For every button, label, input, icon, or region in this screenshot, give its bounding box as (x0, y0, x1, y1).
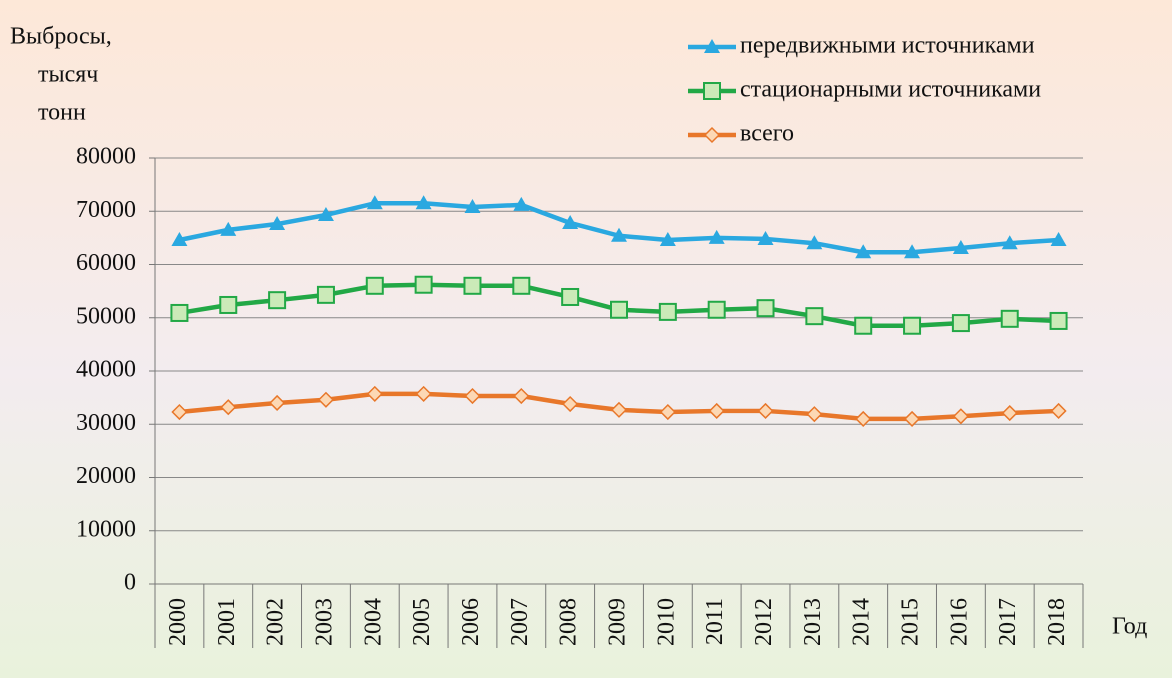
x-tick-label: 2016 (946, 598, 972, 646)
x-tick-label: 2015 (898, 598, 924, 646)
y-axis-label: тонн (38, 100, 86, 126)
y-tick-label: 0 (124, 570, 136, 596)
marker (903, 410, 921, 427)
marker (317, 391, 335, 408)
legend-label: стационарными источниками (740, 77, 1041, 103)
marker (707, 300, 726, 319)
marker (1000, 309, 1019, 328)
marker (703, 126, 721, 144)
x-tick-label: 2001 (214, 598, 240, 646)
marker (562, 214, 579, 229)
marker (561, 287, 580, 306)
marker (268, 291, 287, 310)
x-tick-label: 2012 (751, 598, 777, 646)
x-tick-label: 2008 (556, 598, 582, 646)
marker (904, 244, 921, 259)
marker (513, 387, 530, 405)
marker (415, 195, 432, 210)
marker (855, 244, 872, 259)
y-tick-label: 10000 (76, 516, 136, 542)
x-tick-label: 2004 (360, 598, 386, 646)
marker (269, 394, 286, 412)
marker (170, 303, 189, 322)
marker (951, 314, 970, 333)
x-tick-label: 2002 (263, 598, 289, 646)
marker (611, 227, 627, 242)
marker (1050, 402, 1067, 419)
marker (757, 402, 774, 419)
marker (171, 403, 188, 421)
y-axis-label: Выбросы, (10, 24, 112, 50)
marker (659, 232, 676, 247)
y-tick-label: 40000 (76, 357, 136, 383)
marker (220, 399, 237, 416)
marker (415, 385, 432, 402)
x-tick-label: 2006 (458, 598, 484, 646)
marker (463, 276, 482, 295)
marker (708, 402, 725, 419)
x-tick-label: 2005 (409, 598, 435, 646)
marker (562, 395, 579, 413)
marker (317, 206, 334, 221)
marker (756, 299, 775, 318)
marker (171, 232, 188, 247)
marker (1049, 311, 1068, 330)
x-tick-label: 2013 (800, 598, 826, 646)
marker (365, 276, 384, 295)
marker (220, 221, 237, 236)
marker (1001, 405, 1018, 422)
x-tick-label: 2010 (653, 598, 679, 646)
marker (414, 275, 433, 294)
marker (704, 39, 720, 53)
marker (952, 239, 969, 254)
marker (1001, 235, 1018, 250)
x-tick-label: 2000 (165, 598, 191, 646)
y-tick-label: 30000 (76, 410, 136, 436)
marker (903, 316, 922, 335)
marker (805, 307, 824, 326)
marker (952, 408, 969, 425)
y-axis-label: тысяч (38, 62, 98, 88)
y-tick-label: 80000 (76, 144, 136, 170)
marker (464, 198, 481, 213)
marker (512, 276, 531, 295)
marker (316, 285, 335, 304)
marker (610, 401, 628, 418)
x-tick-label: 2017 (995, 598, 1021, 646)
legend-label: передвижными источниками (740, 33, 1035, 59)
marker (658, 302, 677, 321)
x-tick-label: 2009 (605, 598, 631, 646)
marker (610, 300, 628, 319)
marker (806, 235, 823, 250)
x-tick-label: 2018 (1044, 598, 1070, 646)
marker (659, 403, 676, 421)
marker (464, 387, 481, 405)
marker (855, 410, 872, 427)
x-tick-label: 2003 (311, 598, 337, 646)
marker (366, 195, 383, 210)
marker (708, 229, 725, 244)
y-tick-label: 60000 (76, 250, 136, 276)
marker (366, 385, 383, 402)
x-tick-label: 2014 (849, 598, 875, 646)
x-axis-label: Год (1112, 614, 1147, 640)
marker (703, 82, 721, 100)
y-tick-label: 70000 (76, 197, 136, 223)
marker (269, 216, 286, 231)
x-tick-label: 2011 (702, 598, 728, 645)
y-tick-label: 20000 (76, 463, 136, 489)
y-tick-label: 50000 (76, 303, 136, 329)
marker (854, 316, 873, 335)
marker (757, 230, 774, 245)
marker (219, 295, 238, 314)
x-tick-label: 2007 (507, 598, 533, 646)
marker (513, 196, 530, 211)
legend-label: всего (740, 121, 794, 147)
marker (1050, 232, 1067, 247)
marker (806, 406, 823, 423)
